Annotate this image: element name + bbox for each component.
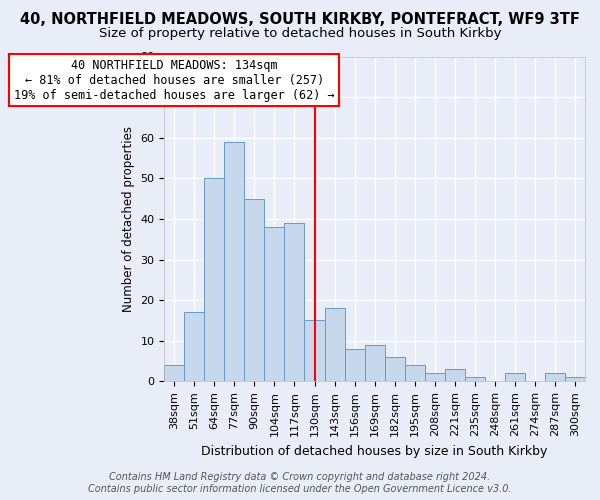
Bar [505,373,525,382]
Bar [365,345,385,382]
Bar [284,223,304,382]
Bar [425,373,445,382]
Bar [344,349,365,382]
Bar [164,365,184,382]
Bar [545,373,565,382]
Bar [184,312,205,382]
Bar [205,178,224,382]
Bar [565,378,585,382]
Text: Contains HM Land Registry data © Crown copyright and database right 2024.
Contai: Contains HM Land Registry data © Crown c… [88,472,512,494]
Bar [325,308,344,382]
Bar [265,227,284,382]
Bar [385,357,404,382]
Bar [224,142,244,382]
Bar [445,369,465,382]
X-axis label: Distribution of detached houses by size in South Kirkby: Distribution of detached houses by size … [202,444,548,458]
Bar [465,378,485,382]
Text: 40, NORTHFIELD MEADOWS, SOUTH KIRKBY, PONTEFRACT, WF9 3TF: 40, NORTHFIELD MEADOWS, SOUTH KIRKBY, PO… [20,12,580,28]
Y-axis label: Number of detached properties: Number of detached properties [122,126,135,312]
Bar [304,320,325,382]
Text: 40 NORTHFIELD MEADOWS: 134sqm
← 81% of detached houses are smaller (257)
19% of : 40 NORTHFIELD MEADOWS: 134sqm ← 81% of d… [14,58,335,102]
Bar [244,198,265,382]
Text: Size of property relative to detached houses in South Kirkby: Size of property relative to detached ho… [99,28,501,40]
Bar [404,365,425,382]
